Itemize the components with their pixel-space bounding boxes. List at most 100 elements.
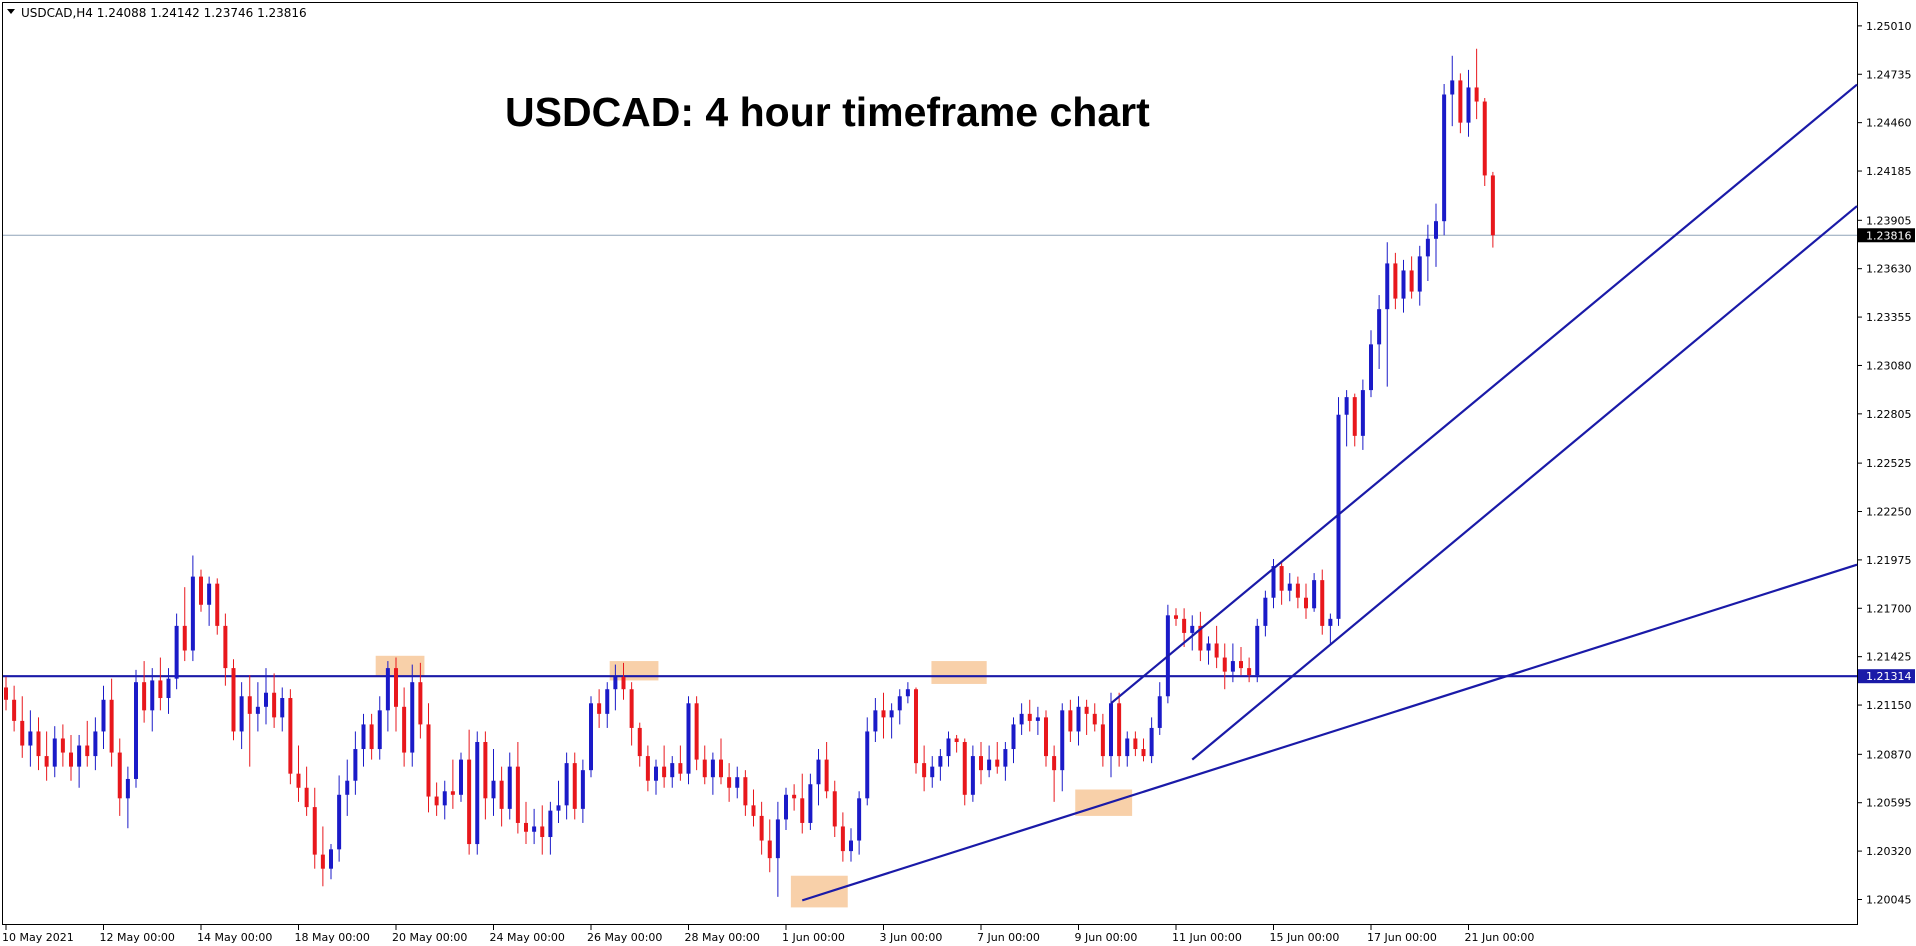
candle-body	[1214, 643, 1219, 658]
candle	[166, 668, 171, 714]
candle	[694, 696, 699, 771]
candle	[1157, 682, 1162, 735]
candle	[857, 791, 862, 855]
triangle-down-icon[interactable]	[7, 9, 15, 14]
candle	[1182, 608, 1187, 647]
trendlines[interactable]	[801, 83, 1858, 902]
candle-body	[280, 698, 285, 718]
y-axis: 1.25010 1.24735 1.24460 1.24185 1.23905 1.236…	[1857, 20, 1912, 906]
candle-body	[694, 703, 699, 760]
current-price-tag-text: 1.23816	[1866, 229, 1912, 242]
candle	[979, 742, 983, 785]
candle-body	[1125, 738, 1130, 757]
x-tick-label: 10 May 2021	[2, 931, 74, 944]
candle-body	[1466, 87, 1471, 123]
candle	[962, 738, 967, 806]
x-tick-label: 26 May 00:00	[587, 931, 662, 944]
price-tags: 1.23816 1.21314	[1858, 228, 1915, 684]
candle	[865, 717, 870, 806]
channel-lower-line[interactable]	[1191, 205, 1858, 761]
candle	[1149, 717, 1154, 764]
candle	[775, 801, 780, 897]
candle-body	[727, 777, 732, 788]
candle-body	[987, 759, 992, 771]
candle	[207, 576, 212, 626]
candle	[402, 687, 407, 767]
candle-body	[60, 738, 65, 753]
candle	[1027, 699, 1032, 732]
candle-body	[1060, 710, 1065, 771]
candle	[621, 662, 626, 700]
candle-body	[264, 692, 268, 707]
candle	[418, 662, 423, 739]
candle-body	[1425, 238, 1430, 257]
candle	[645, 745, 650, 792]
candle-body	[678, 763, 683, 774]
horizontal-lines	[3, 234, 1857, 678]
candle	[1230, 643, 1235, 683]
candle	[4, 676, 8, 711]
candle	[1336, 397, 1341, 626]
candle	[296, 745, 301, 802]
candle-body	[832, 791, 837, 827]
candle-body	[702, 759, 707, 778]
candle	[572, 752, 577, 820]
candle	[1328, 613, 1333, 644]
candle	[231, 659, 236, 741]
candle	[597, 689, 602, 728]
candle	[410, 664, 415, 767]
candle-body	[1247, 668, 1252, 676]
candle-body	[1320, 580, 1325, 626]
candle	[288, 689, 293, 785]
candle-body	[402, 706, 407, 753]
candle-body	[320, 854, 325, 869]
candle	[158, 657, 163, 711]
candle	[987, 745, 992, 778]
candle	[1222, 643, 1227, 690]
candle-body	[1336, 414, 1341, 619]
candle-body	[394, 668, 398, 707]
candle-body	[353, 749, 358, 781]
channel-upper-line[interactable]	[1110, 83, 1858, 705]
candle	[134, 669, 138, 788]
candle	[467, 729, 472, 855]
candle-body	[946, 738, 951, 757]
candle	[670, 756, 675, 788]
candle-body	[1068, 710, 1073, 732]
plot-frame	[2, 2, 1858, 925]
x-tick-label: 28 May 00:00	[685, 931, 760, 944]
candle	[759, 801, 764, 855]
candle	[1214, 625, 1219, 669]
candle	[1044, 710, 1048, 767]
candle	[337, 775, 342, 862]
candle	[1312, 573, 1317, 612]
y-tick-label: 1.20045	[1866, 893, 1912, 906]
candle-body	[1109, 703, 1113, 757]
candle-body	[719, 759, 723, 778]
candle-body	[20, 720, 25, 746]
candle	[767, 819, 772, 873]
candle	[678, 745, 683, 781]
candle	[142, 661, 147, 723]
candle	[101, 685, 106, 750]
y-tick-label: 1.23905	[1866, 214, 1912, 227]
candles	[4, 48, 1495, 897]
candle	[1295, 576, 1300, 609]
y-tick-label: 1.24460	[1866, 117, 1912, 130]
candle-body	[954, 738, 959, 743]
candle	[442, 780, 447, 820]
candle-body	[117, 752, 122, 799]
candle-body	[849, 840, 853, 852]
candle	[629, 682, 634, 746]
candle	[1174, 608, 1178, 626]
candle-body	[589, 703, 593, 771]
candle-body	[1092, 713, 1097, 725]
candle-body	[158, 680, 163, 699]
candle	[280, 687, 285, 732]
candle-body	[190, 576, 195, 651]
lower-trendline[interactable]	[801, 563, 1858, 902]
candle	[1401, 259, 1406, 313]
y-tick-label: 1.21975	[1866, 554, 1912, 567]
y-tick-label: 1.22250	[1866, 506, 1912, 519]
